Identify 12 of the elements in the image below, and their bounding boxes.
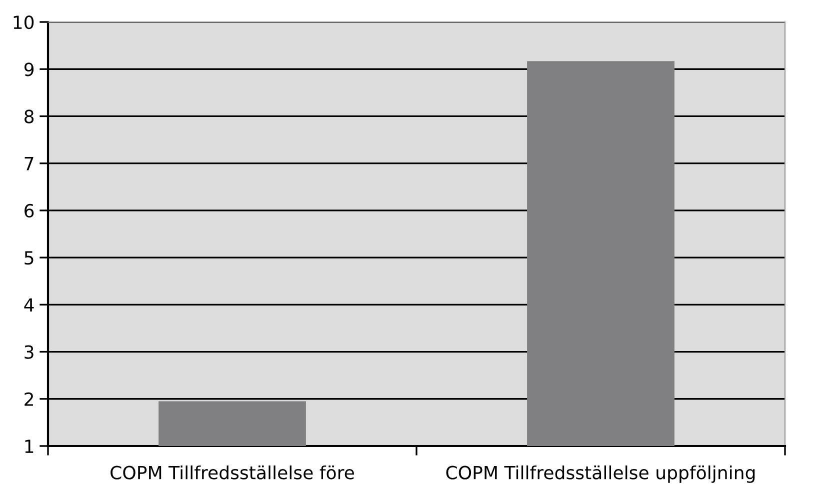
y-tick-label: 8 [24, 110, 34, 124]
x-tick-label: COPM Tillfredsställelse uppföljning [446, 465, 755, 483]
y-tick-label: 3 [24, 345, 34, 359]
y-tick-label: 9 [24, 62, 34, 76]
x-tick-label: COPM Tillfredsställelse före [110, 465, 354, 480]
y-tick-label: 6 [24, 204, 34, 218]
y-tick-label: 5 [24, 251, 34, 265]
y-tick-label: 4 [24, 298, 34, 312]
y-tick-label: 10 [14, 15, 34, 30]
y-tick-label: 1 [25, 440, 34, 453]
y-tick-label: 7 [24, 157, 34, 170]
y-tick-label: 2 [24, 392, 33, 406]
